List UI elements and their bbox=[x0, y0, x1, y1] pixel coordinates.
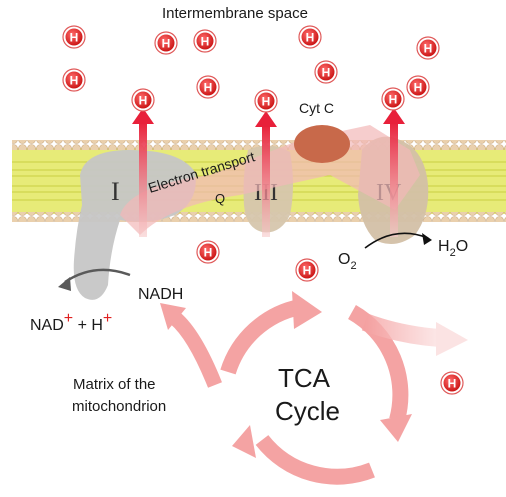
h2o-h: H bbox=[438, 238, 450, 255]
pump-arrow-2 bbox=[255, 111, 277, 237]
intermembrane-space-label: Intermembrane space bbox=[162, 5, 308, 22]
o2-base: O bbox=[338, 251, 350, 268]
h2o-o: O bbox=[456, 238, 468, 255]
proton-pump-arrows bbox=[132, 108, 405, 237]
h2o-subscript: 2 bbox=[450, 247, 456, 259]
proton-h-11: H bbox=[254, 89, 278, 113]
proton-h-1: H bbox=[62, 25, 86, 49]
tca-label-line2: Cycle bbox=[275, 396, 340, 426]
oxygen-reduction-arrow bbox=[364, 232, 432, 249]
tca-cycle-arrows bbox=[160, 291, 468, 485]
proton-label: H bbox=[414, 81, 423, 95]
nadh-oxidation-arrow bbox=[58, 268, 131, 291]
proton-label: H bbox=[204, 246, 213, 260]
h-plus-sign: + bbox=[103, 310, 112, 327]
proton-h-15: H bbox=[440, 371, 464, 395]
proton-label: H bbox=[262, 95, 271, 109]
o2-label: O2 bbox=[338, 251, 357, 272]
proton-h-7: H bbox=[196, 75, 220, 99]
proton-h-3: H bbox=[193, 29, 217, 53]
h-text: + H bbox=[73, 317, 103, 334]
cytochrome-c: Cyt C bbox=[294, 100, 350, 163]
nadh-label: NADH bbox=[138, 286, 183, 303]
complex-1-label: I bbox=[111, 177, 120, 206]
pump-arrow-3 bbox=[383, 108, 405, 237]
proton-h-4: H bbox=[298, 25, 322, 49]
o2-subscript: 2 bbox=[350, 260, 356, 272]
proton-h-6: H bbox=[62, 68, 86, 92]
proton-h-12: H bbox=[381, 87, 405, 111]
cyt-c-label: Cyt C bbox=[299, 100, 334, 116]
proton-h-13: H bbox=[196, 240, 220, 264]
proton-h-14: H bbox=[295, 258, 319, 282]
proton-h-5: H bbox=[416, 36, 440, 60]
proton-label: H bbox=[201, 35, 210, 49]
matrix-label-line2: mitochondrion bbox=[72, 398, 166, 415]
proton-label: H bbox=[303, 264, 312, 278]
proton-h-2: H bbox=[154, 31, 178, 55]
h2o-label: H2O bbox=[438, 238, 468, 259]
nad-text: NAD bbox=[30, 317, 64, 334]
q-label: Q bbox=[215, 191, 225, 206]
proton-label: H bbox=[322, 66, 331, 80]
pump-arrow-1 bbox=[132, 108, 154, 237]
proton-h-8: H bbox=[314, 60, 338, 84]
proton-label: H bbox=[162, 37, 171, 51]
proton-label: H bbox=[389, 93, 398, 107]
proton-label: H bbox=[70, 31, 79, 45]
proton-label: H bbox=[139, 94, 148, 108]
matrix-label-line1: Matrix of the bbox=[73, 376, 156, 393]
proton-label: H bbox=[448, 377, 457, 391]
proton-h-10: H bbox=[131, 88, 155, 112]
proton-h-9: H bbox=[406, 75, 430, 99]
proton-label: H bbox=[306, 31, 315, 45]
nad-plus-sign: + bbox=[64, 310, 73, 327]
tca-label-line1: TCA bbox=[278, 363, 331, 393]
proton-label: H bbox=[70, 74, 79, 88]
proton-label: H bbox=[424, 42, 433, 56]
nad-plus-label: NAD+ + H+ bbox=[30, 310, 112, 334]
protons: H H H H H H H H H H H H H H H bbox=[62, 25, 464, 395]
proton-label: H bbox=[204, 81, 213, 95]
